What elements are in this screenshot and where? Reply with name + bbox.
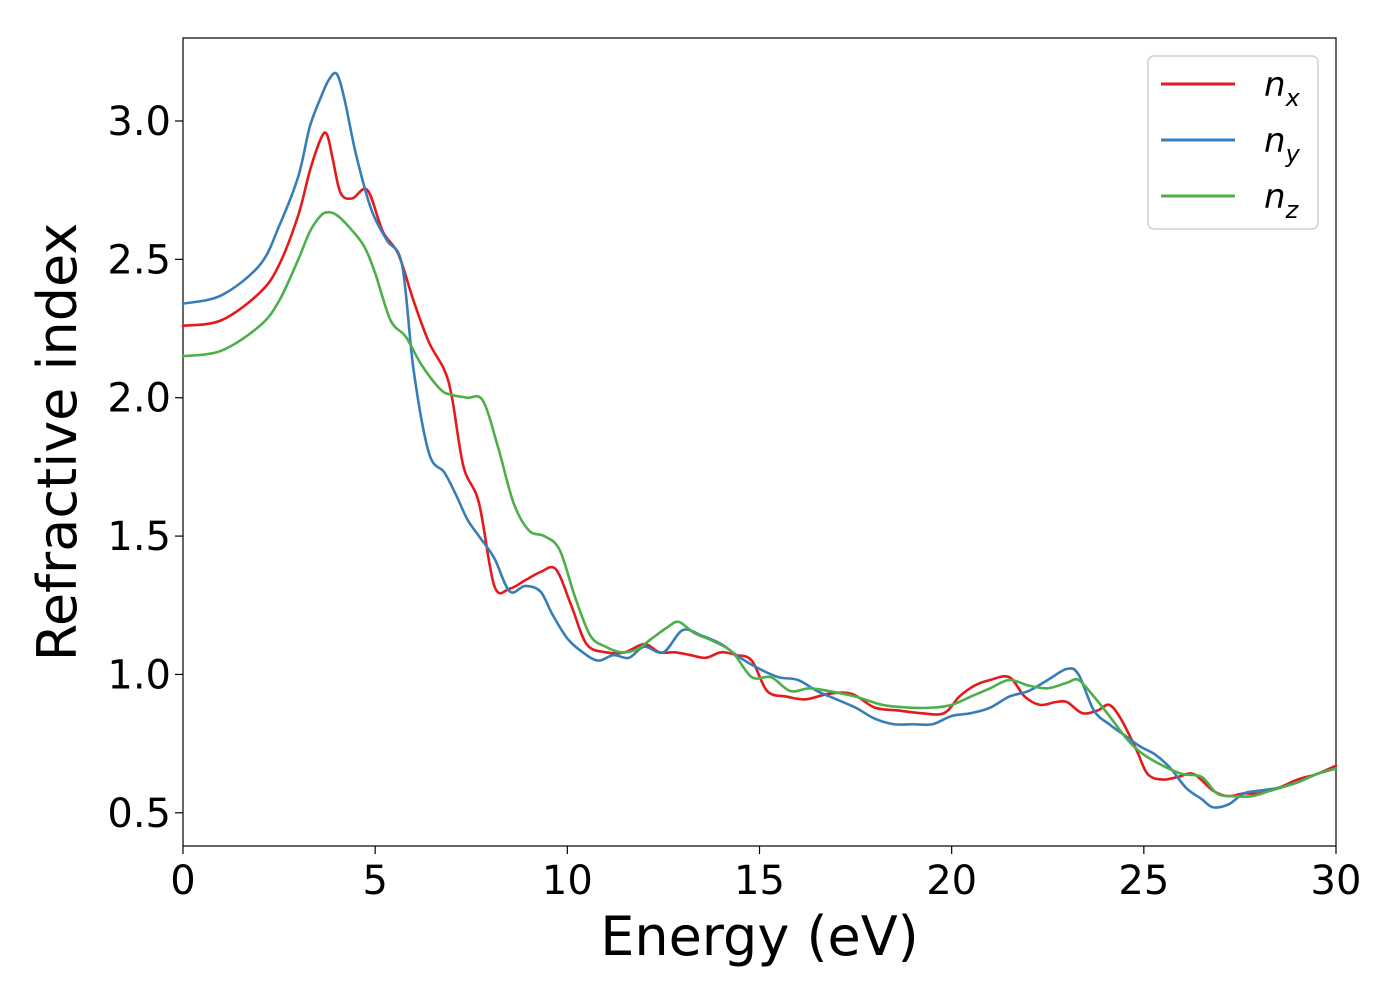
- legend-label-nx: nx: [1264, 65, 1301, 112]
- series-line-nz: [181, 211, 1338, 799]
- x-tick-label: 15: [734, 858, 785, 904]
- y-tick-label: 1.5: [107, 514, 171, 560]
- y-tick-label: 1.0: [107, 652, 171, 698]
- legend-label-ny: ny: [1264, 121, 1301, 168]
- x-tick-label: 0: [170, 858, 195, 904]
- legend-label-base: n: [1264, 65, 1286, 105]
- legend-label-subscript: x: [1285, 84, 1301, 112]
- x-tick-label: 10: [542, 858, 593, 904]
- x-tick-label: 25: [1118, 858, 1169, 904]
- series-line-nx: [181, 131, 1338, 798]
- x-tick-label: 30: [1311, 858, 1362, 904]
- y-tick-label: 2.5: [107, 237, 171, 283]
- x-tick-label: 20: [926, 858, 977, 904]
- x-axis-title: Energy (eV): [600, 905, 919, 968]
- legend-label-base: n: [1264, 177, 1286, 217]
- y-tick-label: 3.0: [107, 99, 171, 145]
- legend-label-nz: nz: [1264, 177, 1300, 224]
- y-tick-label: 2.0: [107, 376, 171, 422]
- legend-box: [1147, 55, 1319, 230]
- legend-label-subscript: y: [1285, 140, 1301, 168]
- legend-label-base: n: [1264, 121, 1286, 161]
- y-axis-title: Refractive index: [26, 223, 89, 662]
- y-axis: 0.5 1.0 1.5 2.0 2.5 3.0: [107, 99, 183, 837]
- legend-label-subscript: z: [1285, 196, 1300, 224]
- y-tick-label: 0.5: [107, 791, 171, 837]
- x-tick-label: 5: [362, 858, 387, 904]
- series-lines: [181, 71, 1338, 809]
- x-axis: 0 5 10 15 20 25 30: [170, 846, 1361, 904]
